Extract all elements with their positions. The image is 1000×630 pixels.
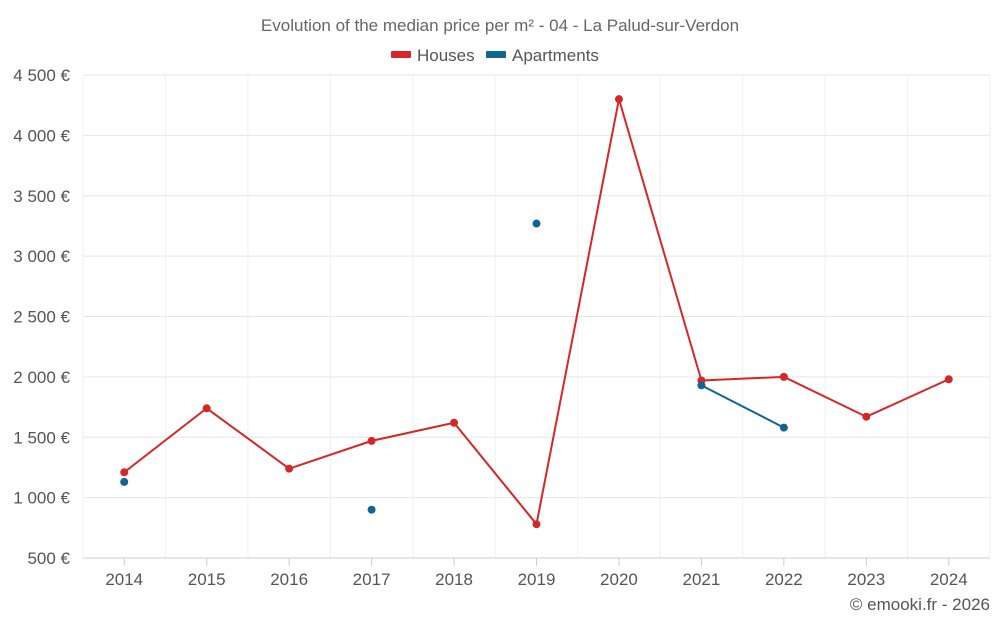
axes: 500 € 1 000 € 1 500 € 2 000 € 2 500 € 3 000 €…	[13, 66, 990, 589]
legend-item-houses[interactable]: Houses	[391, 46, 475, 65]
y-tick-label: 3 500 €	[13, 187, 70, 206]
credit-text: © emooki.fr - 2026	[850, 595, 990, 614]
series-line-houses	[865, 378, 950, 418]
legend-swatch-apartments	[486, 51, 506, 58]
series-line-houses	[205, 407, 291, 470]
x-tick-label: 2021	[682, 570, 720, 589]
series-line-houses	[453, 421, 538, 526]
data-point-houses[interactable]	[367, 436, 376, 445]
data-point-houses[interactable]	[862, 412, 871, 421]
x-tick-label: 2023	[847, 570, 885, 589]
data-point-houses[interactable]	[120, 468, 129, 477]
data-point-apartments[interactable]	[697, 381, 706, 390]
x-tick-label: 2020	[600, 570, 638, 589]
legend-swatch-houses	[391, 51, 411, 58]
data-point-houses[interactable]	[779, 372, 788, 381]
series-line-apartments	[700, 384, 785, 429]
y-tick-label: 500 €	[27, 549, 70, 568]
series-line-houses	[288, 439, 373, 470]
y-tick-label: 2 000 €	[13, 368, 70, 387]
series-line-houses	[123, 407, 208, 474]
grid	[82, 74, 991, 558]
data-point-apartments[interactable]	[120, 477, 129, 486]
series-line-houses	[535, 98, 620, 526]
series-layer	[120, 95, 953, 529]
chart-title: Evolution of the median price per m² - 0…	[261, 16, 739, 35]
data-point-houses[interactable]	[614, 95, 623, 104]
legend-label-apartments: Apartments	[512, 46, 599, 65]
data-point-apartments[interactable]	[532, 219, 541, 228]
y-tick-label: 1 500 €	[13, 428, 70, 447]
x-tick-label: 2015	[188, 570, 226, 589]
series-line-houses	[370, 421, 456, 442]
legend-label-houses: Houses	[417, 46, 475, 65]
data-point-houses[interactable]	[285, 464, 294, 473]
series-line-houses	[782, 375, 868, 418]
y-tick-label: 2 500 €	[13, 308, 70, 327]
x-tick-label: 2017	[353, 570, 391, 589]
x-tick-label: 2018	[435, 570, 473, 589]
x-tick-label: 2022	[765, 570, 803, 589]
data-point-apartments[interactable]	[779, 423, 788, 432]
x-tick-label: 2019	[518, 570, 556, 589]
data-point-houses[interactable]	[450, 418, 459, 427]
y-tick-label: 4 000 €	[13, 126, 70, 145]
x-tick-label: 2014	[105, 570, 143, 589]
legend-item-apartments[interactable]: Apartments	[486, 46, 599, 65]
y-tick-label: 4 500 €	[13, 66, 70, 85]
y-tick-label: 3 000 €	[13, 247, 70, 266]
series-line-houses	[700, 375, 785, 382]
x-tick-label: 2024	[930, 570, 968, 589]
x-tick-label: 2016	[270, 570, 308, 589]
data-point-houses[interactable]	[944, 375, 953, 384]
series-line-houses	[617, 98, 703, 382]
data-point-houses[interactable]	[202, 404, 211, 413]
legend: Houses Apartments	[391, 46, 599, 65]
data-point-apartments[interactable]	[367, 505, 376, 514]
y-tick-label: 1 000 €	[13, 489, 70, 508]
data-point-houses[interactable]	[532, 520, 541, 529]
